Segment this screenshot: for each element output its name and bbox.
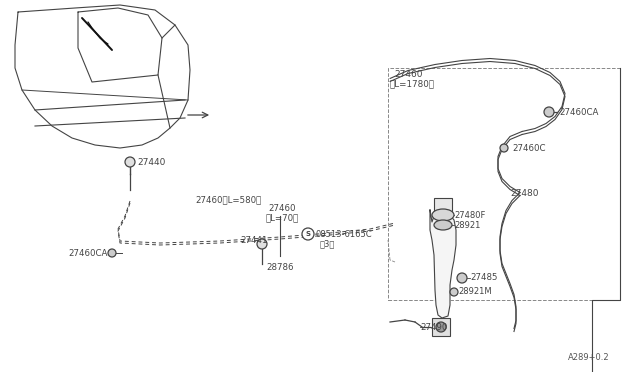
Text: 27480: 27480 — [510, 189, 538, 198]
Text: （L=1780）: （L=1780） — [390, 80, 435, 89]
Ellipse shape — [434, 220, 452, 230]
Circle shape — [257, 239, 267, 249]
Circle shape — [302, 228, 314, 240]
Text: 27460CA: 27460CA — [68, 248, 108, 257]
Text: 27460: 27460 — [268, 203, 296, 212]
Circle shape — [450, 288, 458, 296]
Text: 08513-6165C: 08513-6165C — [316, 230, 372, 238]
Polygon shape — [430, 210, 456, 318]
Text: 27460CA: 27460CA — [559, 108, 598, 116]
Bar — [388, 68, 620, 300]
Circle shape — [125, 157, 135, 167]
Bar — [434, 198, 452, 212]
Circle shape — [544, 107, 554, 117]
Text: 27480F: 27480F — [454, 211, 485, 219]
Circle shape — [500, 144, 508, 152]
Circle shape — [436, 322, 446, 332]
Circle shape — [108, 249, 116, 257]
Text: （L=70）: （L=70） — [266, 214, 300, 222]
Bar — [432, 318, 450, 336]
Text: 28921M: 28921M — [458, 288, 492, 296]
Text: 27460: 27460 — [394, 70, 422, 78]
Circle shape — [457, 273, 467, 283]
Text: 27441: 27441 — [240, 235, 268, 244]
Text: 28786: 28786 — [266, 263, 294, 273]
Text: S: S — [305, 231, 310, 237]
Text: 27460C: 27460C — [512, 144, 545, 153]
Text: （3）: （3） — [320, 240, 335, 248]
Text: 27460〈L=580〉: 27460〈L=580〉 — [195, 196, 261, 205]
Ellipse shape — [432, 209, 454, 221]
Text: 27490: 27490 — [420, 323, 447, 331]
Text: 27485: 27485 — [470, 273, 497, 282]
Text: A289+0.2: A289+0.2 — [568, 353, 610, 362]
Text: 27440: 27440 — [137, 157, 165, 167]
Text: 28921: 28921 — [454, 221, 481, 230]
